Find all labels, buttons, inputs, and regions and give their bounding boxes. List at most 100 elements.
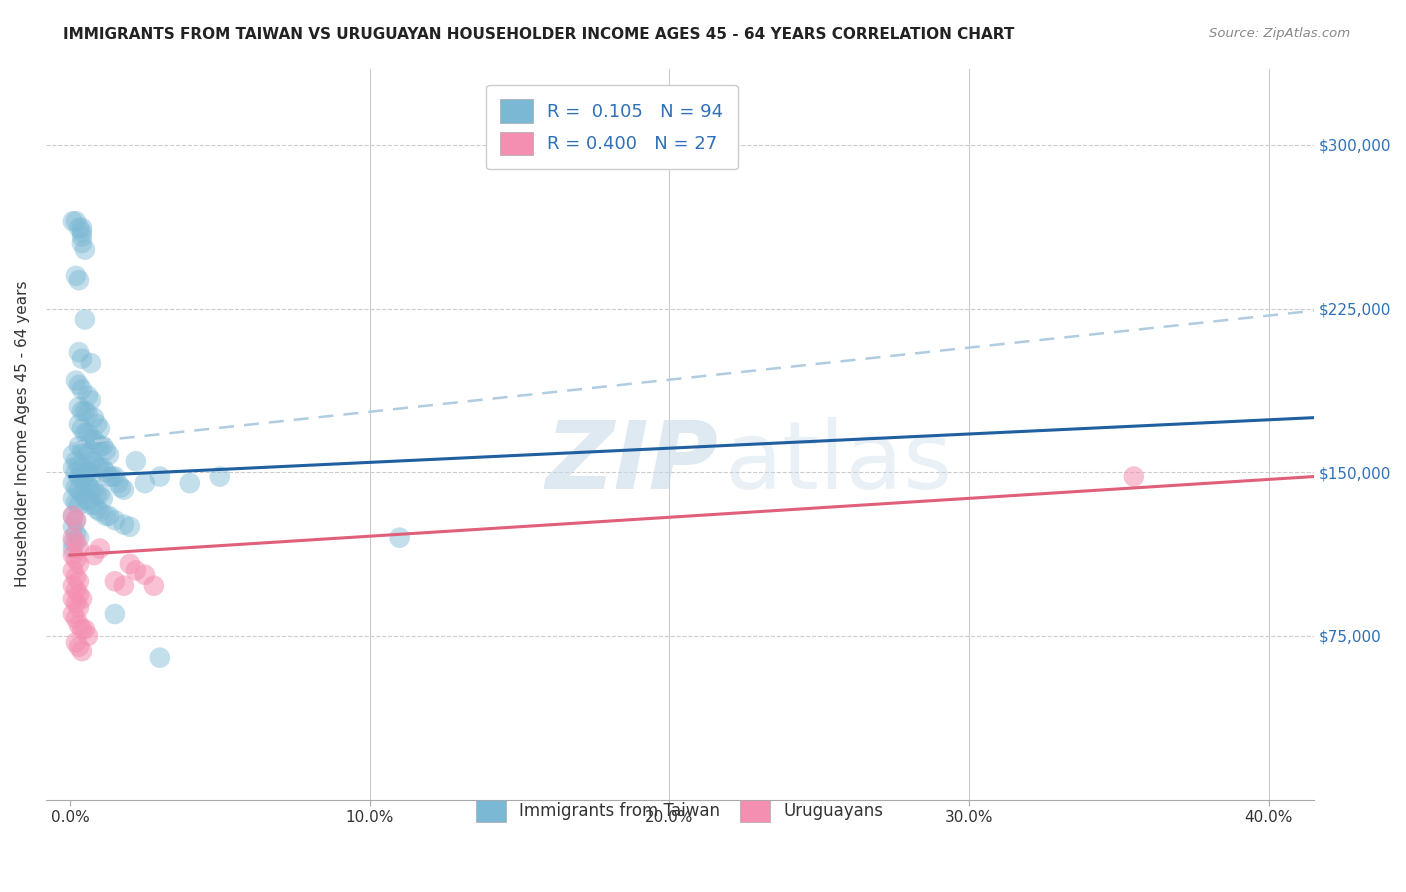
Point bbox=[65, 570, 87, 584]
Point bbox=[62, 579, 84, 593]
Point bbox=[67, 483, 90, 497]
Point bbox=[89, 487, 111, 501]
Point bbox=[104, 469, 127, 483]
Point bbox=[67, 345, 90, 359]
Point bbox=[65, 552, 87, 566]
Point bbox=[107, 476, 129, 491]
Point bbox=[80, 469, 103, 483]
Point bbox=[80, 393, 103, 408]
Point bbox=[67, 531, 90, 545]
Point bbox=[208, 469, 231, 483]
Point bbox=[62, 520, 84, 534]
Point bbox=[80, 498, 103, 512]
Point bbox=[104, 513, 127, 527]
Y-axis label: Householder Income Ages 45 - 64 years: Householder Income Ages 45 - 64 years bbox=[15, 281, 30, 587]
Point bbox=[91, 439, 114, 453]
Point bbox=[67, 541, 90, 556]
Point bbox=[125, 454, 148, 468]
Point bbox=[77, 406, 100, 420]
Point bbox=[73, 425, 96, 440]
Point bbox=[97, 508, 120, 523]
Point bbox=[65, 268, 87, 283]
Point bbox=[65, 513, 87, 527]
Point bbox=[65, 374, 87, 388]
Point bbox=[73, 476, 96, 491]
Point bbox=[112, 579, 135, 593]
Point bbox=[67, 557, 90, 571]
Point bbox=[80, 454, 103, 468]
Text: IMMIGRANTS FROM TAIWAN VS URUGUAYAN HOUSEHOLDER INCOME AGES 45 - 64 YEARS CORREL: IMMIGRANTS FROM TAIWAN VS URUGUAYAN HOUS… bbox=[63, 27, 1015, 42]
Point bbox=[67, 640, 90, 654]
Point bbox=[67, 417, 90, 432]
Text: ZIP: ZIP bbox=[546, 417, 718, 509]
Point bbox=[62, 460, 84, 475]
Point bbox=[62, 491, 84, 506]
Point bbox=[83, 433, 105, 447]
Point bbox=[112, 517, 135, 532]
Point bbox=[70, 225, 93, 239]
Point bbox=[65, 513, 87, 527]
Point bbox=[125, 563, 148, 577]
Point bbox=[67, 618, 90, 632]
Point bbox=[149, 469, 172, 483]
Point bbox=[77, 448, 100, 462]
Point bbox=[94, 508, 117, 523]
Point bbox=[65, 465, 87, 479]
Text: Source: ZipAtlas.com: Source: ZipAtlas.com bbox=[1209, 27, 1350, 40]
Point bbox=[62, 591, 84, 606]
Point bbox=[77, 478, 100, 492]
Point bbox=[62, 476, 84, 491]
Point bbox=[104, 607, 127, 621]
Point bbox=[80, 356, 103, 370]
Point bbox=[104, 574, 127, 589]
Point bbox=[77, 629, 100, 643]
Point bbox=[77, 389, 100, 403]
Point bbox=[65, 214, 87, 228]
Point bbox=[86, 417, 108, 432]
Point bbox=[83, 483, 105, 497]
Point bbox=[73, 623, 96, 637]
Point bbox=[142, 579, 165, 593]
Point bbox=[83, 454, 105, 468]
Point bbox=[67, 220, 90, 235]
Point bbox=[67, 498, 90, 512]
Point bbox=[80, 433, 103, 447]
Point bbox=[62, 448, 84, 462]
Point bbox=[70, 404, 93, 418]
Point bbox=[73, 465, 96, 479]
Point bbox=[118, 520, 141, 534]
Point bbox=[86, 502, 108, 516]
Point bbox=[73, 443, 96, 458]
Point bbox=[67, 458, 90, 473]
Point bbox=[73, 491, 96, 506]
Point bbox=[67, 273, 90, 287]
Point bbox=[70, 460, 93, 475]
Point bbox=[62, 607, 84, 621]
Point bbox=[73, 312, 96, 326]
Point bbox=[70, 443, 93, 458]
Point bbox=[179, 476, 201, 491]
Point bbox=[91, 460, 114, 475]
Point bbox=[91, 491, 114, 506]
Point bbox=[83, 410, 105, 425]
Point bbox=[70, 591, 93, 606]
Point bbox=[89, 439, 111, 453]
Point bbox=[73, 243, 96, 257]
Point bbox=[67, 574, 90, 589]
Point bbox=[97, 469, 120, 483]
Point bbox=[67, 587, 90, 601]
Point bbox=[62, 541, 84, 556]
Point bbox=[70, 229, 93, 244]
Point bbox=[70, 382, 93, 396]
Point bbox=[77, 465, 100, 479]
Point bbox=[67, 469, 90, 483]
Point bbox=[86, 437, 108, 451]
Point bbox=[118, 557, 141, 571]
Point bbox=[77, 425, 100, 440]
Point bbox=[62, 508, 84, 523]
Point bbox=[94, 465, 117, 479]
Legend: Immigrants from Taiwan, Uruguayans: Immigrants from Taiwan, Uruguayans bbox=[463, 787, 897, 835]
Point bbox=[388, 531, 411, 545]
Point bbox=[89, 460, 111, 475]
Point bbox=[62, 214, 84, 228]
